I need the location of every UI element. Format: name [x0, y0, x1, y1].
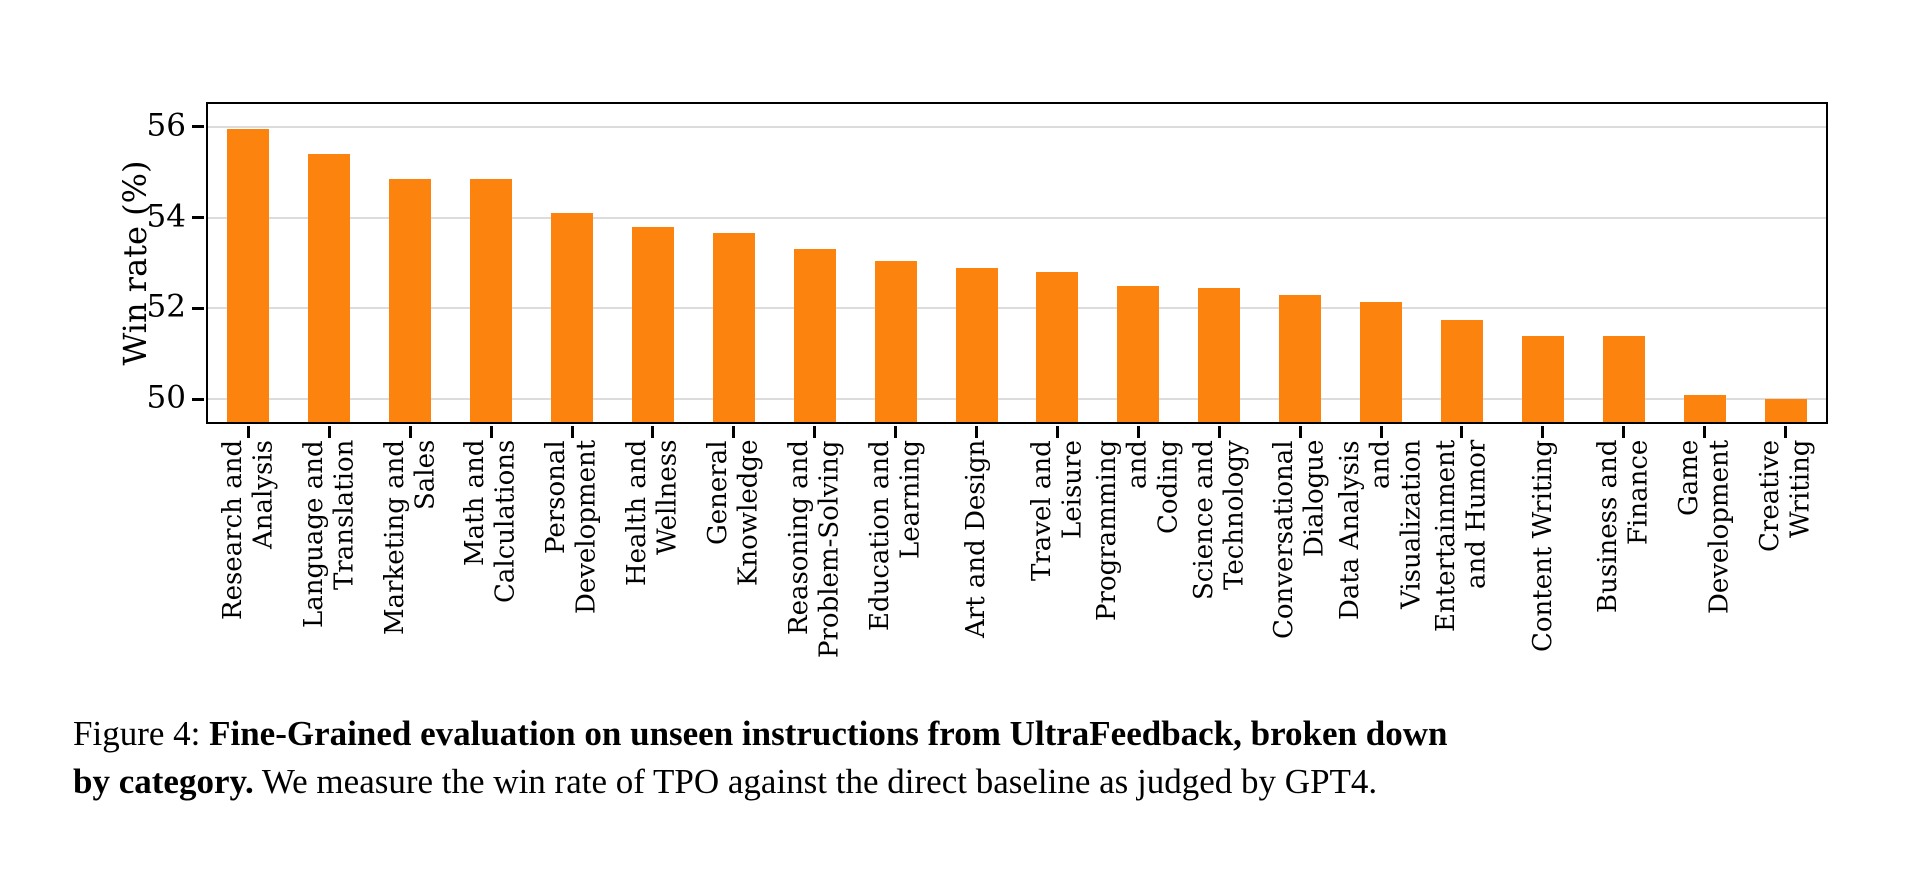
- y-tick-mark: [192, 397, 204, 401]
- x-tick-label: Art and Design: [961, 440, 992, 639]
- y-tick-label: 50: [146, 379, 186, 416]
- x-tick-label: Business and Finance: [1593, 440, 1654, 614]
- x-tick-mark: [732, 426, 736, 438]
- x-tick-mark: [327, 426, 331, 438]
- x-tick-label: Data Analysis and Visualization: [1335, 440, 1427, 620]
- x-tick-label: General Knowledge: [703, 440, 764, 587]
- bar: [308, 153, 351, 422]
- bar: [1683, 394, 1726, 422]
- x-tick-mark: [1784, 426, 1788, 438]
- x-tick-mark: [1703, 426, 1707, 438]
- caption-figure-number: Figure 4:: [73, 714, 210, 753]
- y-tick-mark: [192, 216, 204, 220]
- x-tick-label: Reasoning and Problem-Solving: [784, 440, 845, 658]
- bar: [1198, 288, 1241, 422]
- y-tick-label: 52: [146, 288, 186, 325]
- x-tick-label: Language and Translation: [298, 440, 360, 628]
- x-tick-mark: [1298, 426, 1302, 438]
- bar: [1764, 399, 1807, 422]
- y-tick-label: 54: [146, 198, 186, 235]
- caption-body-text: We measure the win rate of TPO against t…: [253, 761, 1378, 801]
- x-tick-label: Health and Wellness: [622, 440, 683, 587]
- y-tick-mark: [192, 306, 204, 310]
- x-tick-mark: [651, 426, 655, 438]
- y-gridline: [208, 307, 1826, 310]
- y-gridline: [208, 216, 1826, 219]
- x-tick-mark: [975, 426, 979, 438]
- x-tick-mark: [1541, 426, 1545, 438]
- x-tick-mark: [1055, 426, 1059, 438]
- bar: [1036, 272, 1079, 422]
- bar: [874, 260, 917, 422]
- x-tick-label: Personal Development: [541, 440, 603, 615]
- y-gridline: [208, 398, 1826, 401]
- x-tick-label: Research and Analysis: [217, 440, 279, 621]
- x-tick-label: Content Writing: [1527, 440, 1558, 653]
- y-axis-title: Win rate (%): [116, 160, 154, 366]
- caption-bold-line1: Fine-Grained evaluation on unseen instru…: [209, 714, 1448, 753]
- bar: [1360, 301, 1403, 422]
- x-tick-mark: [1622, 426, 1626, 438]
- x-tick-label: Game Development: [1673, 440, 1735, 615]
- bar: [712, 233, 755, 422]
- x-tick-mark: [813, 426, 817, 438]
- bar: [955, 267, 998, 422]
- caption-bold-line2: by category.: [73, 761, 254, 801]
- x-tick-label: Creative Writing: [1754, 440, 1816, 553]
- x-tick-label: Science and Technology: [1188, 440, 1250, 600]
- x-tick-mark: [1460, 426, 1464, 438]
- x-tick-label: Conversational Dialogue: [1269, 440, 1331, 639]
- x-tick-label: Travel and Leisure: [1026, 440, 1088, 581]
- bar: [631, 226, 674, 422]
- x-tick-mark: [570, 426, 574, 438]
- bar: [1440, 319, 1483, 422]
- x-tick-mark: [1136, 426, 1140, 438]
- bar: [1602, 335, 1645, 422]
- x-tick-mark: [1379, 426, 1383, 438]
- bar: [389, 178, 432, 422]
- x-tick-label: Programming and Coding: [1092, 440, 1184, 622]
- bar-chart-plot: Win rate (%) 50 52 54 56 Research and Analys…: [116, 102, 1828, 658]
- x-tick-mark: [246, 426, 250, 438]
- bar: [470, 178, 513, 422]
- bar: [1521, 335, 1564, 422]
- bar: [227, 129, 270, 422]
- bar: [1117, 285, 1160, 422]
- x-tick-mark: [1217, 426, 1221, 438]
- x-tick-label: Marketing and Sales: [379, 440, 441, 635]
- y-tick-mark: [192, 125, 204, 129]
- x-tick-label: Entertainment and Humor: [1431, 440, 1492, 633]
- bar: [551, 213, 594, 422]
- x-tick-mark: [489, 426, 493, 438]
- x-tick-label: Math and Calculations: [460, 440, 522, 604]
- x-tick-mark: [894, 426, 898, 438]
- bar: [793, 249, 836, 422]
- x-tick-label: Education and Learning: [864, 440, 926, 631]
- y-gridline: [208, 125, 1826, 128]
- y-tick-label: 56: [146, 107, 186, 144]
- x-tick-mark: [408, 426, 412, 438]
- bar: [1279, 294, 1322, 422]
- figure-caption: Figure 4: Fine-Grained evaluation on uns…: [73, 710, 1573, 806]
